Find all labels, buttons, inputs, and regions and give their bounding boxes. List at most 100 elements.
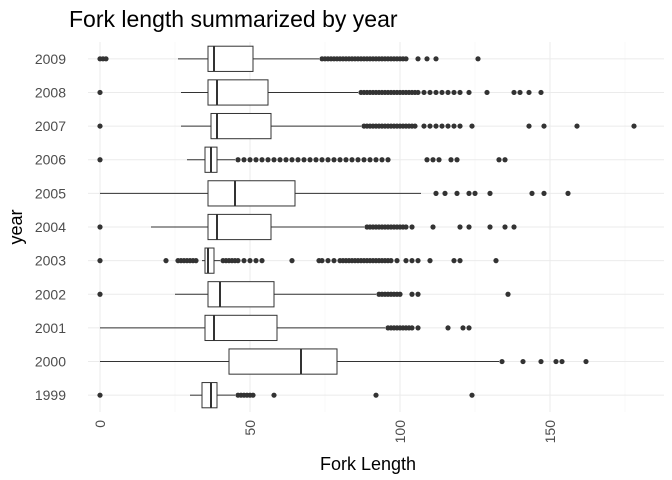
- box-2008: [97, 79, 544, 106]
- outlier-point: [409, 224, 415, 230]
- box-2005: [100, 180, 571, 207]
- outlier-point: [97, 291, 103, 297]
- outlier-point: [466, 190, 472, 196]
- outlier-point: [457, 258, 463, 264]
- outlier-point: [538, 89, 544, 96]
- outlier-point: [433, 56, 439, 62]
- outlier-point: [466, 89, 472, 96]
- outlier-point: [469, 123, 475, 129]
- outlier-point: [427, 89, 433, 96]
- outlier-point: [430, 157, 436, 163]
- outlier-point: [427, 258, 433, 264]
- outlier-point: [325, 258, 331, 264]
- outlier-point: [493, 258, 499, 264]
- outlier-point: [553, 358, 559, 365]
- outlier-point: [403, 56, 409, 62]
- outlier-point: [529, 190, 535, 196]
- outlier-point: [526, 89, 532, 96]
- outlier-point: [541, 123, 547, 129]
- outlier-point: [265, 157, 271, 163]
- y-tick-label: 2006: [35, 152, 66, 168]
- y-tick-label: 2001: [35, 320, 66, 336]
- y-tick-label: 2005: [35, 185, 66, 201]
- outlier-point: [451, 89, 457, 96]
- outlier-point: [526, 123, 532, 129]
- outlier-point: [415, 56, 421, 62]
- outlier-point: [394, 258, 400, 264]
- iqr-box: [207, 281, 275, 308]
- outlier-point: [409, 258, 415, 264]
- outlier-point: [445, 89, 451, 96]
- iqr-box: [207, 213, 272, 241]
- y-tick-label: 2007: [35, 118, 66, 134]
- outlier-point: [307, 157, 313, 163]
- outlier-point: [277, 157, 283, 163]
- iqr-box: [210, 112, 272, 140]
- outlier-point: [388, 258, 394, 264]
- iqr-box: [228, 348, 338, 375]
- outlier-point: [499, 358, 505, 365]
- outlier-point: [511, 224, 517, 230]
- outlier-point: [97, 258, 103, 264]
- outlier-point: [631, 123, 637, 129]
- outlier-point: [415, 258, 421, 264]
- y-tick-label: 2002: [35, 286, 66, 302]
- y-tick-label: 2003: [35, 253, 66, 269]
- box-2003: [97, 247, 499, 274]
- outlier-point: [505, 291, 511, 297]
- outlier-point: [349, 157, 355, 163]
- x-tick-label: 100: [392, 420, 408, 444]
- outlier-point: [97, 224, 103, 230]
- outlier-point: [235, 258, 241, 264]
- outlier-point: [319, 258, 325, 264]
- outlier-point: [442, 190, 448, 196]
- outlier-point: [331, 258, 337, 264]
- outlier-point: [430, 224, 436, 230]
- iqr-box: [201, 382, 218, 409]
- box-2000: [100, 348, 589, 375]
- iqr-box: [207, 180, 296, 207]
- y-tick-label: 2004: [35, 219, 66, 235]
- outlier-point: [97, 157, 103, 163]
- outlier-point: [271, 157, 277, 163]
- outlier-point: [541, 190, 547, 196]
- outlier-point: [289, 258, 295, 264]
- box-2009: [97, 45, 481, 72]
- y-tick-labels: 1999 2000 2001 2002 2003 2004 2005 2006 2007 2008…: [35, 51, 66, 403]
- outlier-point: [103, 56, 109, 62]
- outlier-point: [97, 123, 103, 129]
- outlier-point: [253, 157, 259, 163]
- chart-title: Fork length summarized by year: [69, 6, 398, 32]
- box-2006: [97, 146, 508, 173]
- outlier-point: [415, 325, 421, 331]
- iqr-box: [207, 45, 254, 72]
- outlier-point: [253, 258, 259, 264]
- x-tick-label: 50: [242, 420, 258, 436]
- outlier-point: [454, 157, 460, 163]
- y-tick-label: 2000: [35, 354, 66, 370]
- outlier-point: [343, 157, 349, 163]
- y-tick-label: 2009: [35, 51, 66, 67]
- outlier-point: [520, 358, 526, 365]
- box-2001: [100, 314, 472, 342]
- outlier-point: [475, 56, 481, 62]
- outlier-point: [511, 89, 517, 96]
- outlier-point: [235, 157, 241, 163]
- outlier-point: [457, 224, 463, 230]
- outlier-point: [331, 157, 337, 163]
- outlier-point: [415, 291, 421, 297]
- box-2004: [97, 213, 517, 241]
- outlier-point: [445, 325, 451, 331]
- box-2002: [97, 281, 511, 308]
- outlier-point: [385, 157, 391, 163]
- outlier-point: [424, 157, 430, 163]
- outlier-point: [484, 89, 490, 96]
- y-tick-label: 1999: [35, 387, 66, 403]
- box-2007: [97, 112, 637, 140]
- outlier-point: [517, 89, 523, 96]
- outlier-point: [193, 258, 199, 264]
- outlier-point: [448, 157, 454, 163]
- outlier-point: [403, 224, 409, 230]
- outlier-point: [433, 123, 439, 129]
